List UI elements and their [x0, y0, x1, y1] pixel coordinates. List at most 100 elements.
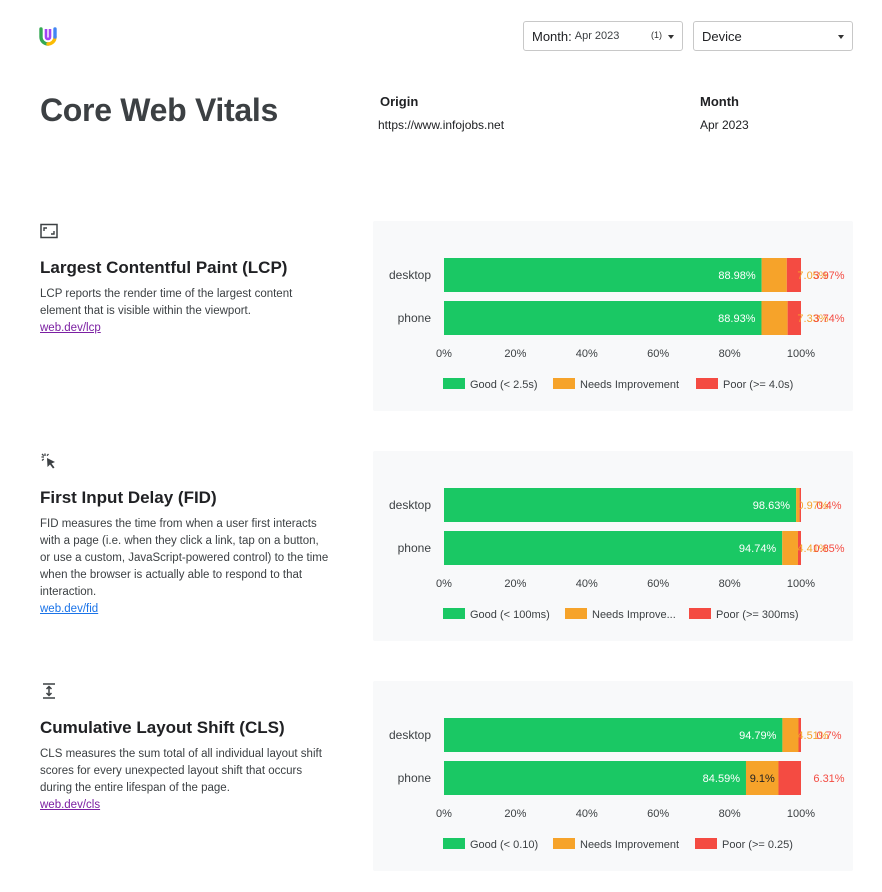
- bar-needs-improvement-desktop[interactable]: [761, 258, 787, 292]
- lcp-link[interactable]: web.dev/lcp: [40, 322, 101, 334]
- bar-good-phone[interactable]: [444, 301, 762, 335]
- lcp-description-text: LCP reports the render time of the large…: [40, 288, 293, 317]
- bar-poor-desktop[interactable]: [799, 488, 801, 522]
- data-label-poor: 0.85%: [813, 543, 844, 555]
- category-label: desktop: [389, 268, 431, 282]
- data-label-needs-improvement: 4.51%: [797, 730, 828, 742]
- cls-chart-svg: desktop 94.79% 4.51%0.7% phone 84.59% 9.1% 6.3…: [389, 718, 845, 851]
- data-label-good: 88.98%: [718, 270, 756, 282]
- category-label: desktop: [389, 728, 431, 742]
- fid-click-icon: [41, 453, 55, 469]
- cls-description-text: CLS measures the sum total of all indivi…: [40, 748, 322, 794]
- cls-link[interactable]: web.dev/cls: [40, 799, 101, 811]
- fid-chart-svg: desktop 98.63% 0.97%0.4% phone 94.74% 4.41%0.…: [389, 488, 845, 621]
- legend-swatch-needs-improvement: [565, 608, 587, 619]
- lcp-chart-svg: desktop 88.98% 7.05%3.97% phone 88.93% 7.33%3…: [389, 258, 845, 391]
- legend-label-poor[interactable]: Poor (>= 0.25): [722, 839, 793, 851]
- month-filter-label: Month:: [532, 28, 572, 44]
- bar-good-phone[interactable]: [444, 761, 746, 795]
- x-tick-label: 80%: [719, 348, 741, 360]
- device-filter-dropdown[interactable]: Device: [693, 21, 853, 51]
- lcp-title: Largest Contentful Paint (LCP): [40, 258, 288, 277]
- data-label-needs-improvement: 7.05%: [797, 270, 828, 282]
- cls-chart: desktop 94.79% 4.51% 0.7% phone 84.59% 9.1% 6.3…: [373, 681, 853, 871]
- x-tick-label: 100%: [787, 578, 815, 590]
- legend-label-needs-improvement[interactable]: Needs Improve...: [592, 609, 676, 621]
- data-label-poor: 3.97%: [813, 270, 844, 282]
- bar-good-desktop[interactable]: [444, 718, 783, 752]
- legend-swatch-needs-improvement: [553, 378, 575, 389]
- bar-needs-improvement-desktop[interactable]: [796, 488, 800, 522]
- cls-title: Cumulative Layout Shift (CLS): [40, 718, 285, 737]
- data-label-good: 94.79%: [739, 730, 777, 742]
- page-title: Core Web Vitals: [40, 92, 278, 128]
- origin-value: https://www.infojobs.net: [378, 118, 505, 132]
- fid-description: FID measures the time from when a user f…: [40, 516, 332, 618]
- category-label: phone: [398, 771, 432, 785]
- data-label-good: 88.93%: [718, 313, 756, 325]
- x-tick-label: 100%: [787, 348, 815, 360]
- month-label: Month: [700, 94, 739, 109]
- cls-shift-icon: [43, 683, 55, 699]
- bar-poor-desktop[interactable]: [786, 258, 801, 292]
- bar-needs-improvement-phone[interactable]: [782, 531, 798, 565]
- legend-label-good[interactable]: Good (< 0.10): [470, 839, 538, 851]
- bar-needs-improvement-desktop[interactable]: [782, 718, 799, 752]
- x-tick-label: 20%: [504, 348, 526, 360]
- lcp-viewport-icon: [40, 223, 58, 239]
- month-value: Apr 2023: [700, 118, 749, 132]
- legend-swatch-poor: [695, 838, 717, 849]
- bar-poor-phone[interactable]: [778, 761, 801, 795]
- category-label: desktop: [389, 498, 431, 512]
- data-label-poor: 0.7%: [816, 730, 841, 742]
- data-label-good: 84.59%: [703, 773, 741, 785]
- legend-label-good[interactable]: Good (< 2.5s): [470, 379, 538, 391]
- x-tick-label: 60%: [647, 348, 669, 360]
- bar-needs-improvement-phone[interactable]: [761, 301, 788, 335]
- x-tick-label: 80%: [719, 578, 741, 590]
- origin-label: Origin: [380, 94, 419, 109]
- bar-good-desktop[interactable]: [444, 488, 797, 522]
- x-tick-label: 80%: [719, 808, 741, 820]
- x-tick-label: 40%: [576, 808, 598, 820]
- legend-swatch-poor: [696, 378, 718, 389]
- data-label-good: 98.63%: [753, 500, 791, 512]
- x-tick-label: 100%: [787, 808, 815, 820]
- legend-label-needs-improvement[interactable]: Needs Improvement: [580, 839, 679, 851]
- fid-link[interactable]: web.dev/fid: [40, 603, 99, 615]
- x-tick-label: 60%: [647, 578, 669, 590]
- cls-description: CLS measures the sum total of all indivi…: [40, 746, 332, 814]
- legend-label-good[interactable]: Good (< 100ms): [470, 609, 550, 621]
- data-label-needs-improvement: 4.41%: [797, 543, 828, 555]
- data-label-needs-improvement: 0.97%: [797, 500, 828, 512]
- data-label-poor: 3.74%: [813, 313, 844, 325]
- legend-swatch-good: [443, 378, 465, 389]
- month-filter-count: (1): [651, 30, 662, 40]
- legend-swatch-needs-improvement: [553, 838, 575, 849]
- chevron-down-icon: [838, 35, 844, 39]
- data-label-good: 94.74%: [739, 543, 777, 555]
- x-tick-label: 40%: [576, 348, 598, 360]
- bar-poor-phone[interactable]: [787, 301, 801, 335]
- data-label-poor: 6.31%: [813, 773, 844, 785]
- lcp-chart: desktop 88.98% 7.05% 3.97% phone 88.93% 7.33% 3…: [373, 221, 853, 411]
- legend-swatch-good: [443, 608, 465, 619]
- data-label-needs-improvement: 7.33%: [797, 313, 828, 325]
- x-tick-label: 0%: [436, 808, 452, 820]
- month-filter-value: Apr 2023: [574, 30, 620, 42]
- data-label-poor: 0.4%: [816, 500, 841, 512]
- x-tick-label: 20%: [504, 578, 526, 590]
- legend-label-poor[interactable]: Poor (>= 300ms): [716, 609, 799, 621]
- legend-label-poor[interactable]: Poor (>= 4.0s): [723, 379, 793, 391]
- bar-poor-desktop[interactable]: [798, 718, 801, 752]
- legend-label-needs-improvement[interactable]: Needs Improvement: [580, 379, 679, 391]
- x-tick-label: 0%: [436, 578, 452, 590]
- bar-good-phone[interactable]: [444, 531, 783, 565]
- month-filter-dropdown[interactable]: Month: Apr 2023 (1): [523, 21, 683, 51]
- bar-needs-improvement-phone[interactable]: [745, 761, 779, 795]
- bar-good-desktop[interactable]: [444, 258, 762, 292]
- x-tick-label: 60%: [647, 808, 669, 820]
- bar-poor-phone[interactable]: [797, 531, 801, 565]
- data-label-needs-improvement: 9.1%: [750, 773, 775, 785]
- legend-swatch-poor: [689, 608, 711, 619]
